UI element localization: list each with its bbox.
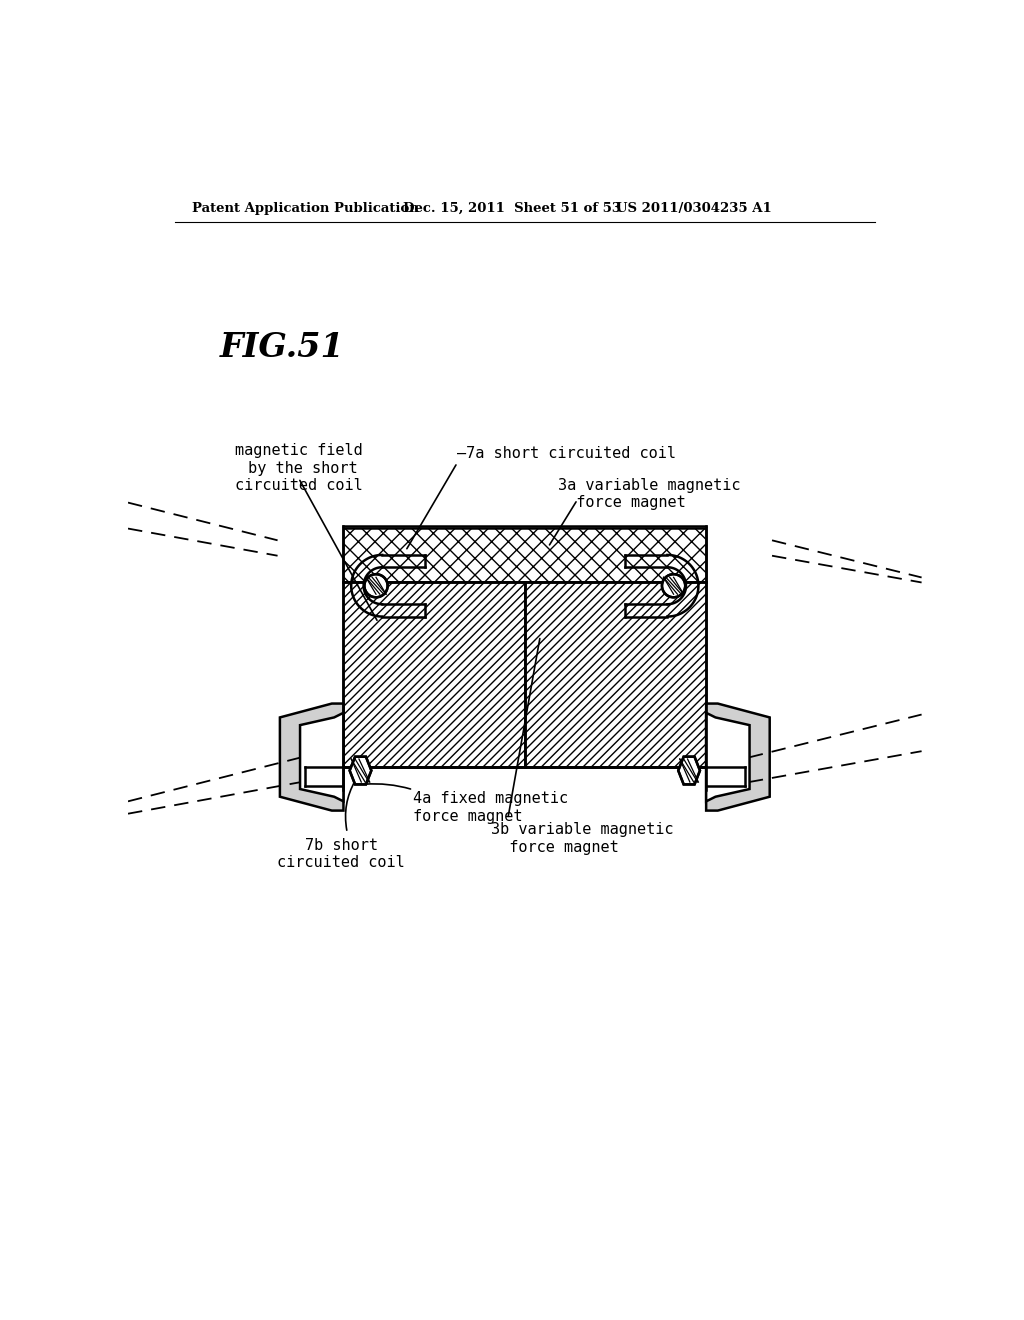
Bar [343,528,707,582]
Text: –7a short circuited coil: –7a short circuited coil [458,446,677,461]
Text: Dec. 15, 2011  Sheet 51 of 53: Dec. 15, 2011 Sheet 51 of 53 [403,202,622,215]
Polygon shape [280,704,343,810]
Text: 7b short
circuited coil: 7b short circuited coil [278,838,406,870]
Text: Patent Application Publication: Patent Application Publication [193,202,419,215]
Polygon shape [678,756,700,784]
Text: 3b variable magnetic
  force magnet: 3b variable magnetic force magnet [490,822,673,854]
Polygon shape [707,704,770,810]
Bar [524,582,707,767]
Polygon shape [707,713,750,801]
Bar [343,582,525,767]
Text: FIG.51: FIG.51 [219,330,344,363]
Polygon shape [349,756,372,784]
Text: magnetic field
 by the short
circuited coil: magnetic field by the short circuited co… [234,444,362,494]
Text: 3a variable magnetic
  force magnet: 3a variable magnetic force magnet [558,478,740,511]
Polygon shape [300,713,343,801]
Text: US 2011/0304235 A1: US 2011/0304235 A1 [616,202,772,215]
Text: 4a fixed magnetic
force magnet: 4a fixed magnetic force magnet [414,792,568,824]
Circle shape [365,574,388,597]
Circle shape [662,574,685,597]
